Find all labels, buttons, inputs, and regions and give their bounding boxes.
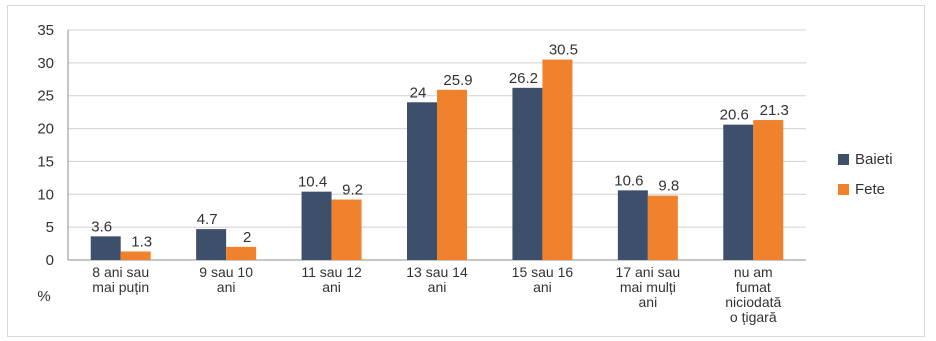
y-tick-label: 30 <box>37 55 54 72</box>
data-label: 1.3 <box>131 233 152 250</box>
bar-baieti <box>512 87 543 260</box>
y-tick-label: 5 <box>46 219 54 236</box>
legend-label-fete: Fete <box>855 181 885 198</box>
data-label: 26.2 <box>509 70 538 87</box>
legend-label-baieti: Baieti <box>855 151 893 168</box>
data-label: 25.9 <box>443 72 472 89</box>
data-label: 10.4 <box>298 174 327 191</box>
data-label: 20.6 <box>720 107 749 124</box>
data-label: 3.6 <box>91 218 112 235</box>
y-tick-label: 0 <box>46 252 54 269</box>
x-tick-label: ani <box>217 279 236 295</box>
x-tick-label: ani <box>639 294 658 310</box>
x-tick-label: niciodată <box>725 294 781 310</box>
x-tick-label: o țigară <box>730 309 777 325</box>
legend-swatch-fete <box>838 184 849 195</box>
x-tick-label: ani <box>428 279 447 295</box>
bar-fete <box>542 59 573 261</box>
data-label: 21.3 <box>760 102 789 119</box>
data-label: 10.6 <box>614 172 643 189</box>
x-tick-label: 13 sau 14 <box>406 264 468 280</box>
legend: Baieti Fete <box>838 151 893 198</box>
y-tick-label: 15 <box>37 153 54 170</box>
bar-baieti <box>90 236 121 260</box>
x-tick-label: mai puțin <box>92 279 149 295</box>
bar-fete <box>647 195 678 260</box>
data-label: 24 <box>410 84 427 101</box>
y-tick-label: 25 <box>37 88 54 105</box>
y-tick-label: 35 <box>37 22 54 39</box>
bar-fete <box>331 199 362 260</box>
x-tick-label: 9 sau 10 <box>199 264 253 280</box>
bar-baieti <box>407 102 437 261</box>
bar-baieti <box>301 191 332 260</box>
x-tick-label: ani <box>533 279 552 295</box>
bar-fete <box>226 246 257 260</box>
bar-fete <box>120 251 151 260</box>
data-label: 30.5 <box>549 42 578 59</box>
bar-baieti <box>617 190 648 260</box>
y-axis-unit-label: % <box>37 288 50 305</box>
y-tick-label: 10 <box>37 186 54 203</box>
x-tick-label: 17 ani sau <box>616 264 681 280</box>
x-tick-label: mai mulți <box>620 279 676 295</box>
x-tick-label: nu am <box>734 264 773 280</box>
x-tick-label: ani <box>322 279 341 295</box>
data-label: 4.7 <box>197 211 218 228</box>
x-tick-label: fumat <box>736 279 771 295</box>
bars <box>90 59 784 261</box>
bar-fete <box>437 89 467 260</box>
y-tick-label: 20 <box>37 121 54 138</box>
x-tick-label: 11 sau 12 <box>301 264 362 280</box>
data-label: 9.2 <box>342 182 363 199</box>
x-tick-label: 15 sau 16 <box>512 264 574 280</box>
bar-baieti <box>196 229 227 260</box>
data-label: 9.8 <box>658 178 679 195</box>
data-label: 2 <box>243 229 251 246</box>
bar-fete <box>753 120 784 261</box>
data-labels: 3.6 4.7 10.4 24 26.2 10.6 20.6 1.3 2 9.2 25.9 30.5 9… <box>91 42 789 251</box>
legend-swatch-baieti <box>838 154 849 165</box>
x-tick-label: 8 ani sau <box>92 264 149 280</box>
bar-baieti <box>723 124 754 260</box>
